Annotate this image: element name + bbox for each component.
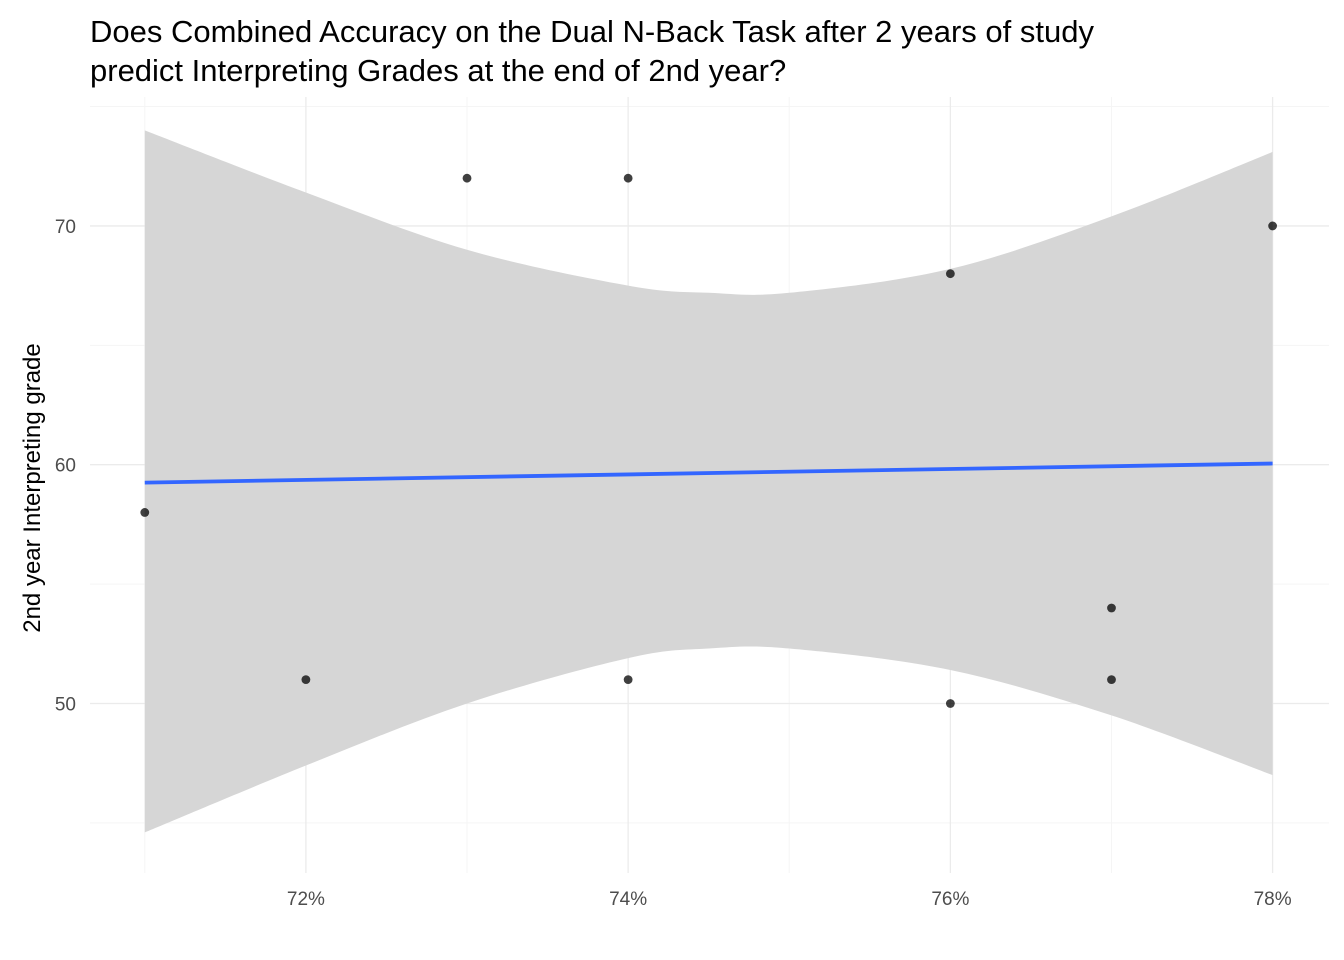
- confidence-band: [144, 130, 1273, 833]
- y-axis-title: 2nd year Interpreting grade: [19, 343, 46, 633]
- data-point: [1107, 675, 1116, 684]
- x-tick-label: 76%: [931, 889, 969, 910]
- x-tick-label: 78%: [1254, 889, 1292, 910]
- data-point: [945, 269, 955, 279]
- regression-line: [144, 461, 1273, 485]
- data-point: [623, 173, 633, 183]
- data-point: [945, 699, 955, 708]
- chart-title-line-2: predict Interpreting Grades at the end o…: [90, 53, 786, 88]
- y-tick-label: 60: [55, 456, 76, 477]
- data-point: [140, 508, 150, 517]
- data-point: [1107, 603, 1116, 613]
- plot-area: 72% 74% 76% 78% 50 60 70: [55, 97, 1329, 910]
- chart-title-line-1: Does Combined Accuracy on the Dual N-Bac…: [90, 14, 1094, 49]
- data-point: [462, 173, 472, 183]
- data-point: [301, 675, 311, 684]
- x-tick-label: 74%: [609, 889, 647, 910]
- data-point: [1268, 221, 1278, 231]
- y-tick-label: 70: [55, 217, 76, 238]
- y-tick-label: 50: [55, 694, 76, 715]
- data-point: [623, 675, 633, 684]
- x-tick-label: 72%: [287, 889, 325, 910]
